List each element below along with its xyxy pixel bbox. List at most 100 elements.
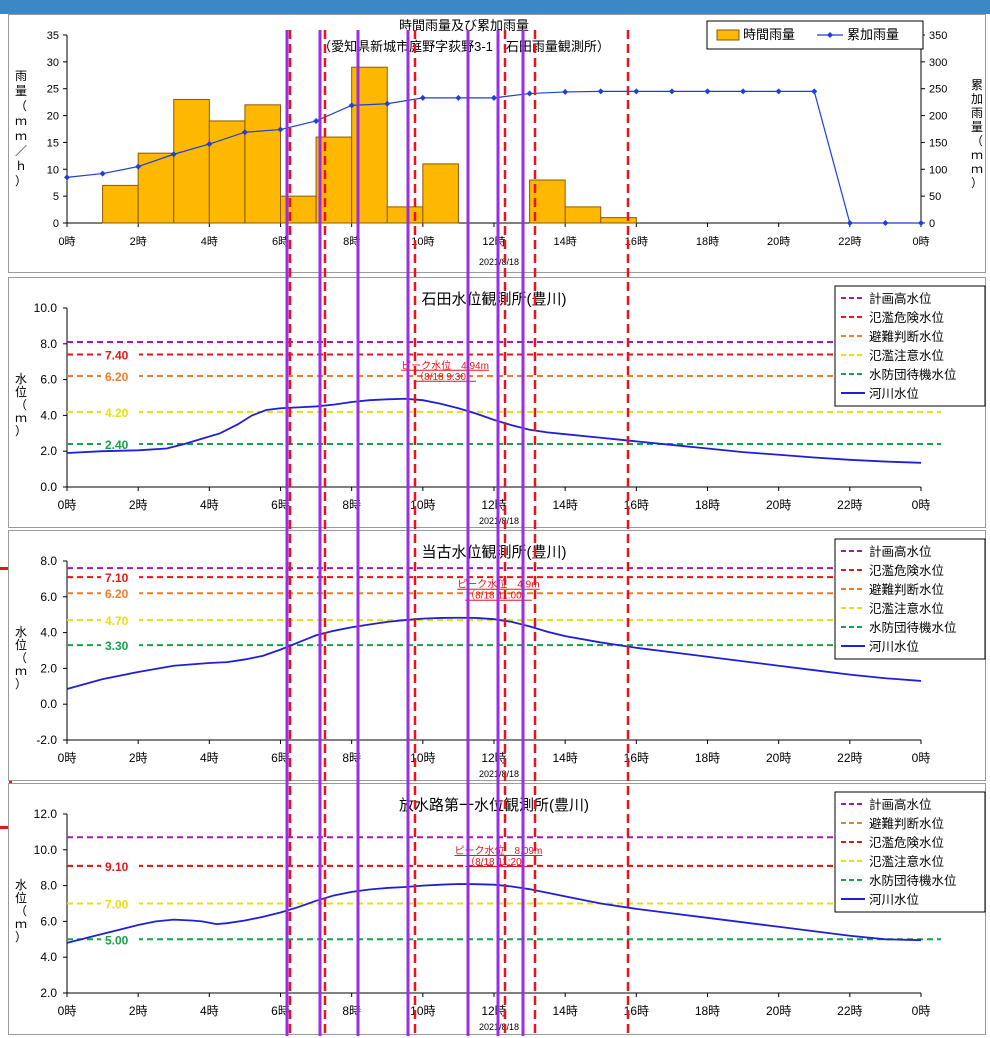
y-tick-label: 6.0 — [40, 590, 57, 604]
x-tick-label: 10時 — [410, 1004, 435, 1018]
date-label: 2021/8/18 — [479, 1022, 519, 1032]
legend-label: 水防団待機水位 — [869, 367, 957, 382]
legend-label-hourly: 時間雨量 — [743, 27, 795, 42]
ishida-waterlevel-panel: 0.0 2.0 4.0 6.0 8.0 10.0 0時 2時 4時 6時 8時 10時 12時 14時 16… — [8, 277, 986, 528]
y-axis-title-char: （ — [15, 398, 27, 412]
rain-bar — [351, 66, 388, 224]
hosuiro-waterlevel-panel: 2.0 4.0 6.0 8.0 10.0 12.0 0時 2時 4時 6時 8時 10時 12時 14時 1… — [8, 783, 986, 1035]
y-tick-label: 4.0 — [40, 626, 57, 640]
y-axis-title-char: ｍ — [15, 917, 27, 931]
cumulative-point — [135, 163, 142, 170]
legend-swatch-marker — [827, 32, 833, 38]
legend-box — [834, 285, 986, 407]
legend-label: 計画高水位 — [869, 291, 932, 306]
cumulative-point — [775, 88, 782, 95]
threshold-value-label: 5.00 — [105, 933, 129, 947]
cumulative-point — [704, 88, 711, 95]
x-tick-label: 20時 — [766, 751, 791, 765]
rain-bar — [102, 184, 139, 224]
chart-title: 時間雨量及び累加雨量 — [399, 18, 529, 33]
y-tick-label: 2.0 — [40, 986, 57, 1000]
threshold-label-bg — [101, 437, 139, 451]
y2-axis-title-char: 雨 — [971, 106, 983, 120]
threshold-value-label: 9.10 — [105, 860, 129, 874]
y-axis-title-char: ／ — [15, 144, 27, 158]
y2-tick-label: 250 — [929, 84, 947, 96]
y-axis-title-char: （ — [15, 904, 27, 918]
x-tick-label: 0時 — [58, 751, 77, 765]
x-tick-label: 14時 — [552, 1004, 577, 1018]
y-axis-title-char: ） — [15, 677, 27, 691]
y-tick-label: 0.0 — [40, 480, 57, 494]
toko-waterlevel-panel: -2.0 0.0 2.0 4.0 6.0 8.0 0時 2時 4時 6時 8時 10時 12時 14時 16… — [8, 530, 986, 781]
y-axis-title-char: ｍ — [15, 114, 27, 128]
y-axis-title-char: 位 — [15, 384, 27, 399]
y-tick-label: 4.0 — [40, 408, 57, 422]
x-tick-label: 16時 — [625, 235, 648, 248]
legend-label: 避難判断水位 — [869, 816, 944, 831]
rain-bar — [386, 206, 424, 224]
y-tick-label: 10 — [47, 164, 59, 176]
y-tick-label: 12.0 — [34, 807, 58, 821]
y-axis-title: 水位（ｍ） — [15, 878, 27, 944]
chart-title: 当古水位観測所(豊川) — [422, 544, 567, 561]
top-header-band — [0, 0, 990, 14]
y-axis-title-char: ｍ — [15, 129, 27, 143]
x-tick-label: 20時 — [766, 1004, 791, 1018]
legend-label: 避難判断水位 — [869, 329, 944, 344]
y-tick-label: 8.0 — [40, 337, 57, 351]
legend-label: 河川水位 — [869, 386, 919, 401]
ishida-waterlevel-chart: 0.0 2.0 4.0 6.0 8.0 10.0 0時 2時 4時 6時 8時 10時 12時 14時 16… — [15, 285, 986, 526]
river-level-line — [66, 883, 922, 944]
y2-tick-label: 0 — [929, 218, 935, 230]
x-tick-label: 12時 — [481, 1004, 506, 1018]
legend-label-cumulative: 累加雨量 — [847, 27, 899, 42]
y-axis-title-char: （ — [15, 651, 27, 665]
x-tick-label: 8時 — [343, 235, 360, 248]
x-tick-label: 18時 — [695, 498, 720, 512]
y-tick-label: 6.0 — [40, 914, 57, 928]
legend-box — [706, 20, 924, 50]
y2-axis-title-char: 加 — [971, 92, 983, 106]
legend-label: 氾濫危険水位 — [869, 310, 944, 325]
cumulative-point — [241, 129, 248, 136]
x-tick-label: 14時 — [552, 751, 577, 765]
threshold-label-bg — [101, 932, 139, 946]
rain-bar — [422, 163, 459, 224]
x-tick-label: 22時 — [837, 1004, 862, 1018]
hosuiro-waterlevel-chart: 2.0 4.0 6.0 8.0 10.0 12.0 0時 2時 4時 6時 8時 10時 12時 14時 1… — [15, 791, 986, 1032]
cumulative-point — [597, 88, 604, 95]
x-tick-label: 8時 — [342, 751, 361, 765]
peak-annotation-time: （8/18 11:00） — [465, 590, 532, 602]
y-tick-label: 2.0 — [40, 444, 57, 458]
x-tick-label: 4時 — [200, 498, 219, 512]
y2-axis-title-char: ｍ — [971, 148, 983, 162]
x-tick-label: 6時 — [271, 751, 290, 765]
x-tick-label: 16時 — [624, 498, 649, 512]
cumulative-point — [811, 88, 818, 95]
x-tick-label: 16時 — [624, 1004, 649, 1018]
x-tick-label: 10時 — [411, 235, 434, 248]
legend-label: 氾濫注意水位 — [869, 601, 944, 616]
threshold-value-label: 4.20 — [105, 406, 129, 420]
threshold-value-label: 7.10 — [105, 571, 129, 585]
legend-label: 水防団待機水位 — [869, 873, 957, 888]
x-tick-label: 12時 — [481, 751, 506, 765]
x-tick-label: 0時 — [912, 498, 931, 512]
x-tick-label: 18時 — [695, 751, 720, 765]
cumulative-point — [455, 94, 462, 101]
y-tick-label: 6.0 — [40, 373, 57, 387]
legend-label: 避難判断水位 — [869, 582, 944, 597]
cumulative-point — [740, 88, 747, 95]
x-tick-label: 22時 — [837, 751, 862, 765]
y2-axis-title-char: ｍ — [971, 162, 983, 176]
cumulative-point — [348, 102, 355, 109]
x-tick-label: 8時 — [342, 1004, 361, 1018]
rain-bar — [137, 152, 175, 224]
y-axis-title-char: 量 — [15, 84, 27, 98]
cumulative-point — [562, 88, 569, 95]
y2-tick-label: 50 — [929, 191, 941, 203]
x-tick-label: 18時 — [695, 1004, 720, 1018]
y-tick-label: -2.0 — [36, 733, 57, 747]
